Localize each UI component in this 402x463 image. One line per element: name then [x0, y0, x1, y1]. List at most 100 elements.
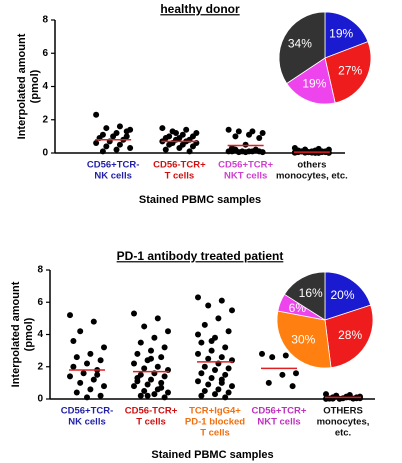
data-point: [127, 145, 134, 152]
data-point: [87, 350, 94, 357]
x-tick-label: CD56+TCR+: [252, 406, 307, 417]
data-point: [208, 337, 215, 344]
data-point: [218, 376, 225, 383]
x-tick-label: monocytes, etc.: [276, 171, 348, 182]
x-axis-label: Stained PBMC samples: [139, 194, 261, 206]
data-point: [77, 379, 84, 386]
data-point: [218, 297, 225, 304]
y-axis-label: (pmol): [29, 69, 41, 103]
data-point: [222, 344, 229, 351]
pie-slice: [324, 271, 372, 321]
y-tick-label: 8: [37, 265, 43, 276]
x-tick-label: T cells: [200, 428, 230, 439]
data-point: [94, 371, 101, 378]
data-point: [116, 141, 123, 148]
data-point: [151, 391, 158, 398]
data-point: [84, 360, 90, 367]
data-point: [329, 395, 336, 402]
data-point: [279, 371, 286, 378]
data-point: [84, 394, 90, 401]
y-tick-label: 4: [37, 329, 43, 340]
data-point: [198, 392, 205, 399]
data-point: [222, 394, 229, 401]
data-point: [99, 148, 106, 155]
pie-label: 16%: [299, 286, 323, 300]
data-point: [116, 123, 123, 130]
data-point: [289, 383, 296, 390]
data-point: [229, 307, 235, 314]
data-point: [101, 344, 107, 351]
x-tick-label: TCR+IgG4+: [189, 406, 241, 417]
y-tick-label: 6: [37, 297, 43, 308]
pie-label: 28%: [338, 328, 362, 342]
data-point: [123, 128, 130, 135]
data-point: [161, 394, 168, 401]
data-point: [343, 393, 350, 400]
pie-label: 19%: [329, 27, 353, 41]
data-point: [195, 378, 201, 385]
data-point: [225, 365, 232, 372]
x-tick-label: NK cells: [94, 171, 132, 182]
pie-label: 34%: [288, 37, 312, 51]
data-point: [148, 376, 154, 383]
x-tick-label: OTHERS: [323, 406, 363, 417]
data-point: [137, 339, 144, 346]
data-point: [161, 373, 168, 380]
data-point: [323, 391, 329, 398]
pie-label: 19%: [302, 77, 326, 91]
data-point: [198, 339, 205, 346]
data-point: [235, 128, 242, 135]
pie-label: 27%: [338, 64, 362, 78]
data-point: [80, 370, 87, 377]
data-point: [90, 376, 97, 383]
data-point: [134, 350, 141, 357]
data-point: [77, 328, 84, 335]
data-point: [158, 379, 165, 386]
data-point: [259, 130, 266, 137]
x-tick-label: CD56+TCR+: [218, 160, 273, 171]
data-point: [215, 386, 222, 393]
y-tick-label: 0: [37, 394, 43, 405]
data-point: [242, 149, 249, 156]
data-point: [225, 126, 232, 133]
data-point: [218, 354, 225, 361]
data-point: [148, 355, 154, 362]
data-point: [113, 146, 120, 153]
chart-title: healthy donor: [160, 2, 240, 16]
data-point: [97, 357, 104, 364]
data-point: [229, 383, 235, 390]
data-point: [141, 387, 148, 394]
data-point: [148, 347, 154, 354]
data-point: [225, 328, 232, 335]
data-point: [165, 389, 171, 396]
data-point: [131, 383, 137, 390]
pie-slice: [286, 57, 336, 105]
x-tick-label: T cells: [136, 417, 166, 428]
pie-slice: [278, 11, 326, 85]
x-tick-label: CD56+TCR-: [87, 160, 140, 171]
data-point: [195, 350, 201, 357]
data-point: [201, 363, 208, 370]
pie-slice: [283, 271, 326, 321]
x-tick-label: NKT cells: [224, 171, 267, 182]
y-axis-label: (pmol): [23, 317, 35, 351]
data-point: [90, 318, 97, 325]
y-tick-label: 2: [42, 114, 48, 125]
data-point: [195, 331, 201, 338]
x-tick-label: CD56+TCR-: [61, 406, 114, 417]
y-tick-label: 8: [42, 15, 48, 26]
y-tick-label: 0: [42, 148, 48, 159]
data-point: [67, 373, 73, 380]
data-point: [67, 312, 73, 319]
data-point: [103, 125, 110, 132]
pie-slice: [324, 41, 372, 104]
data-point: [212, 366, 218, 373]
data-point: [137, 392, 144, 399]
data-point: [154, 315, 161, 322]
pie-slice: [324, 11, 369, 59]
x-tick-label: T cells: [165, 171, 195, 182]
y-axis-label: Interpolated amount: [16, 33, 28, 139]
x-tick-label: monocytes,: [317, 417, 370, 428]
